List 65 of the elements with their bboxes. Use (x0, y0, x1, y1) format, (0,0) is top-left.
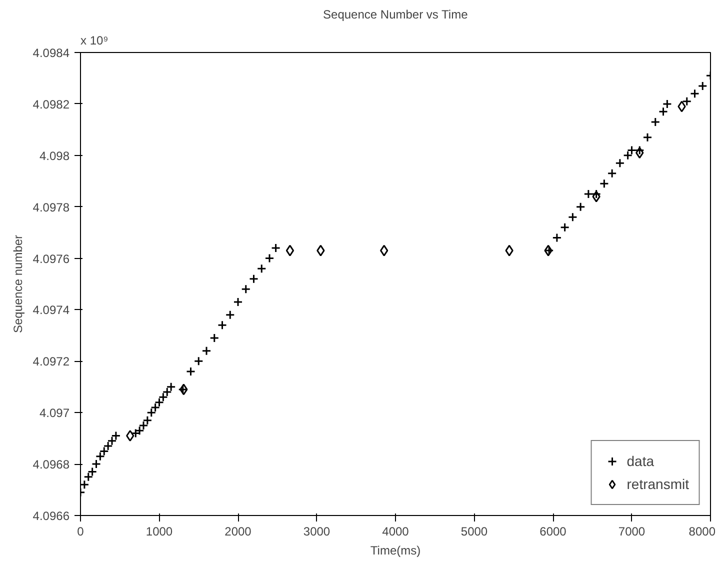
point (560, 222, 570, 232)
y-axis-title: Sequence number (10, 234, 25, 334)
point (286, 244, 294, 256)
point (225, 310, 235, 320)
point (316, 244, 325, 256)
point (271, 243, 281, 253)
x-tick-label: 8000 (688, 524, 716, 538)
point (678, 100, 686, 112)
point (80, 480, 90, 490)
y-tick-label: 4.0966 (32, 509, 70, 523)
y-tick-label: 4.0974 (32, 303, 70, 318)
point (552, 232, 562, 242)
point (592, 190, 600, 202)
y-tick-label: 4.0976 (32, 252, 70, 266)
x-axis-title: Time(ms) (370, 544, 421, 558)
point (249, 274, 258, 284)
x-tick-label: 2000 (224, 524, 252, 538)
point (210, 333, 220, 343)
point (615, 158, 625, 168)
x-tick-label: 5000 (460, 524, 488, 538)
point (130, 428, 140, 438)
point (599, 178, 609, 188)
y-tick-label: 4.0968 (32, 458, 70, 472)
x-tick-label: 7000 (618, 524, 646, 538)
y-tick-label: 4.097 (39, 406, 70, 420)
point (264, 254, 274, 264)
x-tick-label: 0 (77, 524, 84, 538)
point (592, 189, 602, 199)
point (233, 297, 243, 307)
y-tick-label: 4.0978 (32, 200, 70, 214)
point (568, 212, 578, 222)
point (662, 99, 672, 109)
point (642, 132, 652, 142)
legend-label: data (626, 453, 654, 469)
point (92, 459, 101, 469)
x-tick-label: 4000 (382, 524, 410, 538)
point (634, 145, 644, 155)
y-tick-label: 4.0982 (32, 97, 70, 112)
chart-title: Sequence Number vs Time (323, 8, 468, 22)
point (690, 88, 700, 98)
point (126, 430, 134, 442)
x-tick-label: 3000 (303, 524, 330, 538)
y-tick-label: 4.0984 (32, 46, 70, 60)
x-tick-label: 6000 (540, 524, 567, 538)
point (584, 189, 594, 199)
point (682, 96, 692, 106)
point (505, 244, 514, 256)
point (636, 147, 644, 159)
point (607, 168, 617, 178)
point (658, 106, 668, 116)
point (256, 264, 266, 274)
point (380, 244, 388, 256)
point (202, 346, 212, 356)
point (241, 284, 251, 294)
point (698, 81, 708, 91)
point (576, 202, 586, 212)
point (194, 356, 204, 366)
y-tick-label: 4.0972 (32, 354, 70, 369)
text: x 10⁹ (80, 34, 108, 48)
x-tick-label: 1000 (146, 524, 173, 538)
y-tick-label: 4.098 (39, 148, 70, 163)
legend-label: retransmit (626, 476, 689, 492)
point (186, 366, 196, 376)
point (650, 117, 660, 127)
point (218, 320, 227, 330)
